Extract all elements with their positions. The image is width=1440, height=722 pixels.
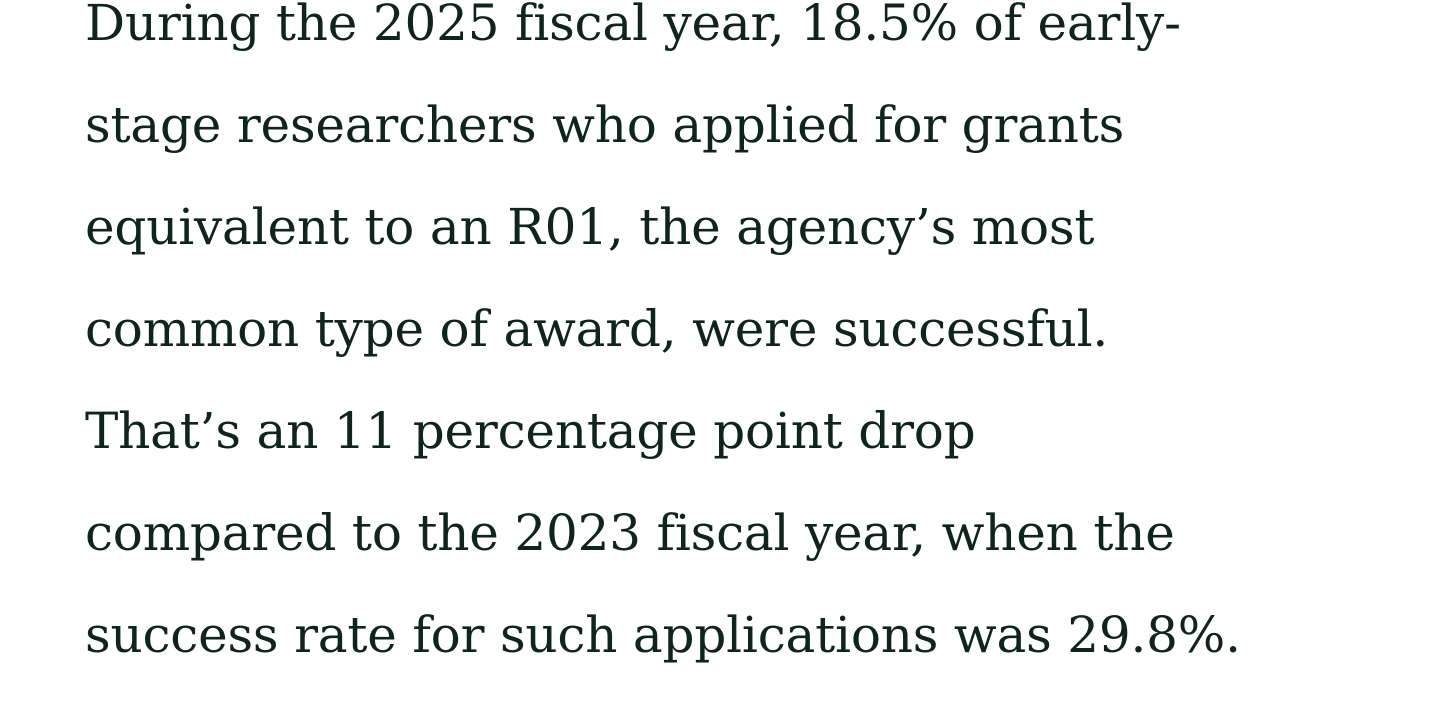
paragraph-line-7: success rate for such applications was 2…	[85, 606, 1241, 664]
paragraph-line-1: During the 2025 fiscal year, 18.5% of ea…	[85, 0, 1181, 52]
paragraph-line-4: common type of award, were successful.	[85, 300, 1109, 358]
paragraph-line-3: equivalent to an R01, the agency’s most	[85, 198, 1095, 256]
paragraph-line-6: compared to the 2023 fiscal year, when t…	[85, 504, 1175, 562]
article-paragraph: During the 2025 fiscal year, 18.5% of ea…	[85, 0, 1241, 686]
paragraph-line-5: That’s an 11 percentage point drop	[85, 402, 976, 460]
paragraph-line-2: stage researchers who applied for grants	[85, 96, 1125, 154]
